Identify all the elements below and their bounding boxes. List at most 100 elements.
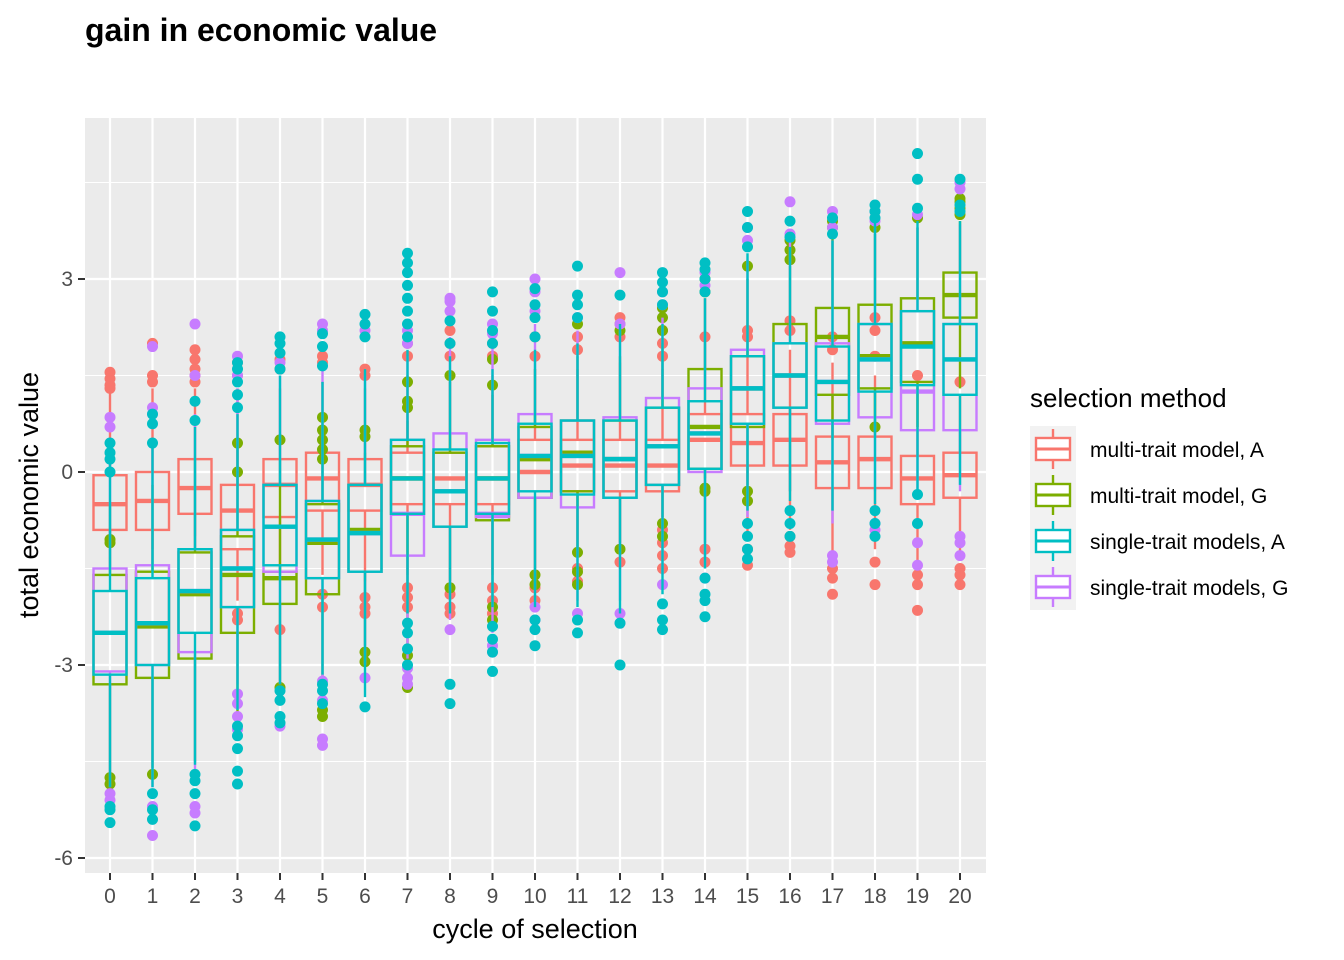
outlier-point [359, 318, 371, 330]
outlier-point [954, 199, 966, 211]
outlier-point [657, 624, 668, 636]
outlier-point [487, 665, 498, 677]
outlier-point [444, 324, 456, 336]
outlier-point [104, 801, 116, 813]
y-tick-label: 3 [61, 268, 73, 291]
outlier-point [614, 289, 626, 301]
box-single-trait-models-a-9 [474, 286, 511, 677]
box-group-cycle-3 [219, 350, 256, 790]
y-axis-title: total economic value [14, 372, 44, 618]
x-tick-label: 0 [104, 885, 116, 908]
outlier-point [827, 212, 838, 224]
outlier-point [402, 292, 413, 304]
outlier-point [699, 572, 711, 584]
outlier-point [784, 215, 796, 227]
outlier-point [784, 530, 796, 542]
outlier-point [529, 331, 541, 343]
outlier-point [487, 337, 498, 349]
outlier-point [784, 517, 796, 529]
outlier-point [912, 370, 923, 382]
box-group-cycle-19 [899, 148, 936, 616]
outlier-point [487, 646, 498, 658]
box-group-cycle-7 [389, 247, 426, 694]
x-tick-label: 20 [948, 885, 971, 908]
outlier-point [359, 701, 371, 713]
outlier-point [189, 807, 201, 819]
outlier-point [274, 363, 286, 375]
x-tick-label: 13 [651, 885, 674, 908]
outlier-point [954, 550, 966, 562]
outlier-point [869, 579, 881, 591]
boxes-layer [92, 148, 978, 841]
outlier-point [402, 678, 413, 690]
outlier-point [402, 305, 413, 317]
outlier-point [912, 537, 923, 549]
outlier-point [529, 299, 541, 311]
x-tick-label: 8 [444, 885, 456, 908]
outlier-point [147, 788, 158, 800]
outlier-point [784, 231, 796, 243]
legend-label: single-trait models, G [1090, 577, 1288, 600]
box-single-trait-models-a-7 [389, 247, 426, 671]
outlier-point [869, 556, 881, 568]
outlier-point [444, 698, 456, 710]
outlier-point [657, 276, 668, 288]
outlier-point [402, 247, 413, 259]
outlier-point [572, 299, 583, 311]
outlier-point [827, 572, 838, 584]
box-group-cycle-9 [474, 286, 511, 677]
x-tick-label: 19 [906, 885, 929, 908]
box-single-trait-models-a-20 [942, 173, 978, 485]
chart-title: gain in economic value [85, 12, 437, 48]
outlier-point [444, 315, 456, 327]
box-single-trait-models-a-19 [899, 148, 936, 529]
box-single-trait-models-a-3 [219, 357, 256, 790]
outlier-point [147, 813, 158, 825]
outlier-point [274, 685, 286, 697]
outlier-point [614, 267, 626, 279]
outlier-point [317, 341, 328, 353]
outlier-point [402, 331, 413, 343]
outlier-point [274, 694, 286, 706]
outlier-point [912, 489, 923, 501]
outlier-point [699, 286, 711, 298]
outlier-point [232, 389, 243, 401]
outlier-point [784, 196, 796, 208]
outlier-point [487, 620, 498, 632]
x-tick-label: 15 [736, 885, 759, 908]
outlier-point [274, 717, 286, 729]
outlier-point [232, 778, 243, 790]
x-tick-label: 3 [232, 885, 244, 908]
legend-label: single-trait models, A [1090, 531, 1285, 554]
legend-item: single-trait models, G [1030, 564, 1288, 610]
x-tick-label: 6 [359, 885, 371, 908]
outlier-point [614, 617, 626, 629]
x-tick-label: 16 [778, 885, 801, 908]
outlier-point [232, 710, 243, 722]
y-tick-label: 0 [61, 461, 73, 484]
outlier-point [104, 437, 116, 449]
outlier-point [699, 611, 711, 623]
box-group-cycle-12 [602, 267, 638, 671]
y-tick-label: -3 [54, 654, 73, 677]
box-group-cycle-16 [772, 196, 808, 558]
box-single-trait-models-a-2 [177, 395, 213, 832]
outlier-point [827, 228, 838, 240]
outlier-point [104, 466, 116, 478]
outlier-point [912, 604, 923, 616]
outlier-point [699, 595, 711, 607]
outlier-point [359, 331, 371, 343]
outlier-point [869, 517, 881, 529]
outlier-point [232, 730, 243, 742]
outlier-point [274, 331, 286, 343]
outlier-point [657, 267, 668, 279]
outlier-point [147, 408, 158, 420]
x-tick-label: 7 [402, 885, 414, 908]
box-group-cycle-6 [347, 308, 383, 713]
outlier-point [317, 328, 328, 340]
box-group-cycle-17 [814, 205, 851, 600]
box-group-cycle-5 [304, 318, 341, 751]
outlier-point [189, 775, 201, 787]
y-axis: 3 0 -3 -6 [54, 268, 85, 870]
